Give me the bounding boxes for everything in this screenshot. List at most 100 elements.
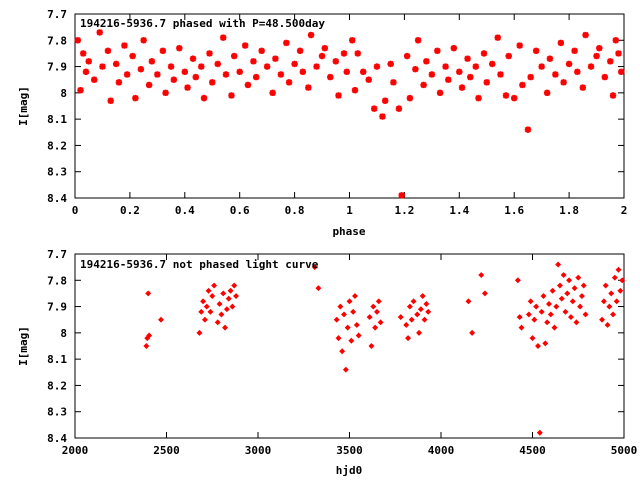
bottom-y-tick-label: 8 — [60, 327, 67, 340]
bottom-data-point — [211, 282, 218, 289]
bottom-data-point — [551, 324, 558, 331]
bottom-y-tick-label: 8.4 — [47, 432, 67, 445]
top-data-point — [524, 126, 532, 133]
top-chart-title: 194216-5936.7 phased with P=48.500day — [80, 17, 325, 30]
bottom-data-point — [417, 306, 424, 313]
top-y-tick-label: 7.7 — [47, 8, 67, 21]
bottom-data-point — [569, 298, 576, 305]
bottom-data-point — [231, 282, 238, 289]
bottom-data-point — [405, 335, 412, 342]
top-data-point — [560, 79, 567, 86]
bottom-data-point — [353, 322, 360, 328]
top-data-point — [296, 47, 304, 54]
bottom-data-point — [615, 266, 622, 273]
top-data-point — [228, 92, 235, 99]
top-data-point — [538, 63, 545, 70]
top-data-point — [615, 50, 622, 57]
top-data-point — [379, 113, 386, 120]
bottom-y-tick-label: 8.3 — [47, 406, 67, 419]
top-data-point — [456, 68, 463, 76]
top-data-point — [574, 68, 581, 76]
top-data-point — [414, 37, 422, 44]
bottom-data-point — [613, 298, 620, 305]
bottom-data-point — [421, 316, 428, 323]
bottom-data-point — [571, 285, 578, 292]
top-x-tick-label: 0.4 — [175, 204, 195, 217]
bottom-data-point — [218, 311, 225, 318]
bottom-data-point — [465, 298, 472, 305]
bottom-data-point — [610, 311, 616, 318]
bottom-data-point — [339, 348, 346, 355]
top-data-point — [354, 50, 361, 57]
top-y-tick-label: 8.2 — [47, 139, 67, 152]
top-data-point — [360, 68, 367, 76]
top-data-point — [85, 58, 92, 65]
top-data-point — [129, 52, 136, 60]
bottom-data-point — [368, 343, 375, 349]
top-data-point — [505, 52, 512, 60]
top-data-point — [532, 47, 540, 54]
bottom-chart-title: 194216-5936.7 not phased light curve — [80, 258, 319, 271]
bottom-data-point — [542, 340, 549, 347]
bottom-data-point — [481, 290, 488, 297]
bottom-data-point — [341, 311, 347, 318]
top-data-point — [307, 31, 315, 39]
top-data-point — [176, 44, 183, 52]
top-data-point — [74, 37, 81, 44]
bottom-data-point — [549, 287, 556, 294]
bottom-data-point — [573, 319, 580, 326]
top-y-tick-label: 8 — [60, 87, 67, 100]
top-data-point — [244, 81, 252, 89]
top-data-point — [472, 63, 479, 70]
bottom-data-point — [207, 308, 214, 315]
top-data-point — [351, 87, 359, 94]
bottom-x-tick-label: 4500 — [519, 444, 546, 457]
bottom-data-point — [599, 316, 606, 323]
top-data-point — [403, 52, 411, 60]
bottom-data-point — [335, 335, 342, 342]
bottom-data-point — [533, 303, 540, 310]
bottom-y-tick-label: 7.7 — [47, 248, 67, 261]
top-data-point — [618, 68, 625, 76]
top-data-point — [436, 89, 444, 97]
bottom-data-point — [425, 308, 432, 315]
top-data-point — [252, 73, 260, 81]
bottom-data-point — [205, 287, 212, 294]
bottom-data-point — [577, 303, 584, 310]
bottom-x-tick-label: 3000 — [245, 444, 272, 457]
top-data-point — [162, 89, 169, 97]
bottom-data-point — [198, 308, 205, 315]
bottom-data-point — [564, 290, 571, 297]
top-data-point — [148, 58, 156, 65]
top-data-point — [272, 55, 279, 62]
top-data-point — [527, 73, 534, 81]
top-data-point — [222, 71, 230, 78]
bottom-data-point — [406, 303, 413, 310]
bottom-data-point — [220, 290, 227, 297]
bottom-x-tick-label: 4000 — [428, 444, 455, 457]
top-data-point — [565, 60, 573, 68]
top-data-point — [159, 47, 167, 54]
bottom-data-point — [352, 293, 358, 300]
top-data-point — [112, 60, 120, 68]
bottom-data-point — [337, 303, 344, 310]
bottom-data-point — [348, 337, 355, 344]
top-data-point — [483, 79, 490, 86]
bottom-data-point — [333, 316, 340, 323]
bottom-data-point — [617, 287, 624, 294]
top-data-point — [390, 79, 397, 86]
top-plot-frame — [74, 13, 625, 199]
bottom-data-point — [200, 298, 207, 305]
top-data-point — [420, 81, 427, 89]
top-data-point — [480, 50, 488, 57]
bottom-data-point — [567, 314, 574, 321]
top-data-point — [115, 79, 123, 86]
bottom-data-point — [229, 303, 236, 310]
top-data-points — [74, 29, 625, 199]
top-data-point — [502, 92, 510, 99]
bottom-data-point — [209, 293, 216, 300]
bottom-data-point — [566, 277, 573, 284]
bottom-data-point — [370, 303, 377, 310]
top-data-point — [445, 76, 452, 83]
bottom-data-point — [582, 311, 589, 318]
